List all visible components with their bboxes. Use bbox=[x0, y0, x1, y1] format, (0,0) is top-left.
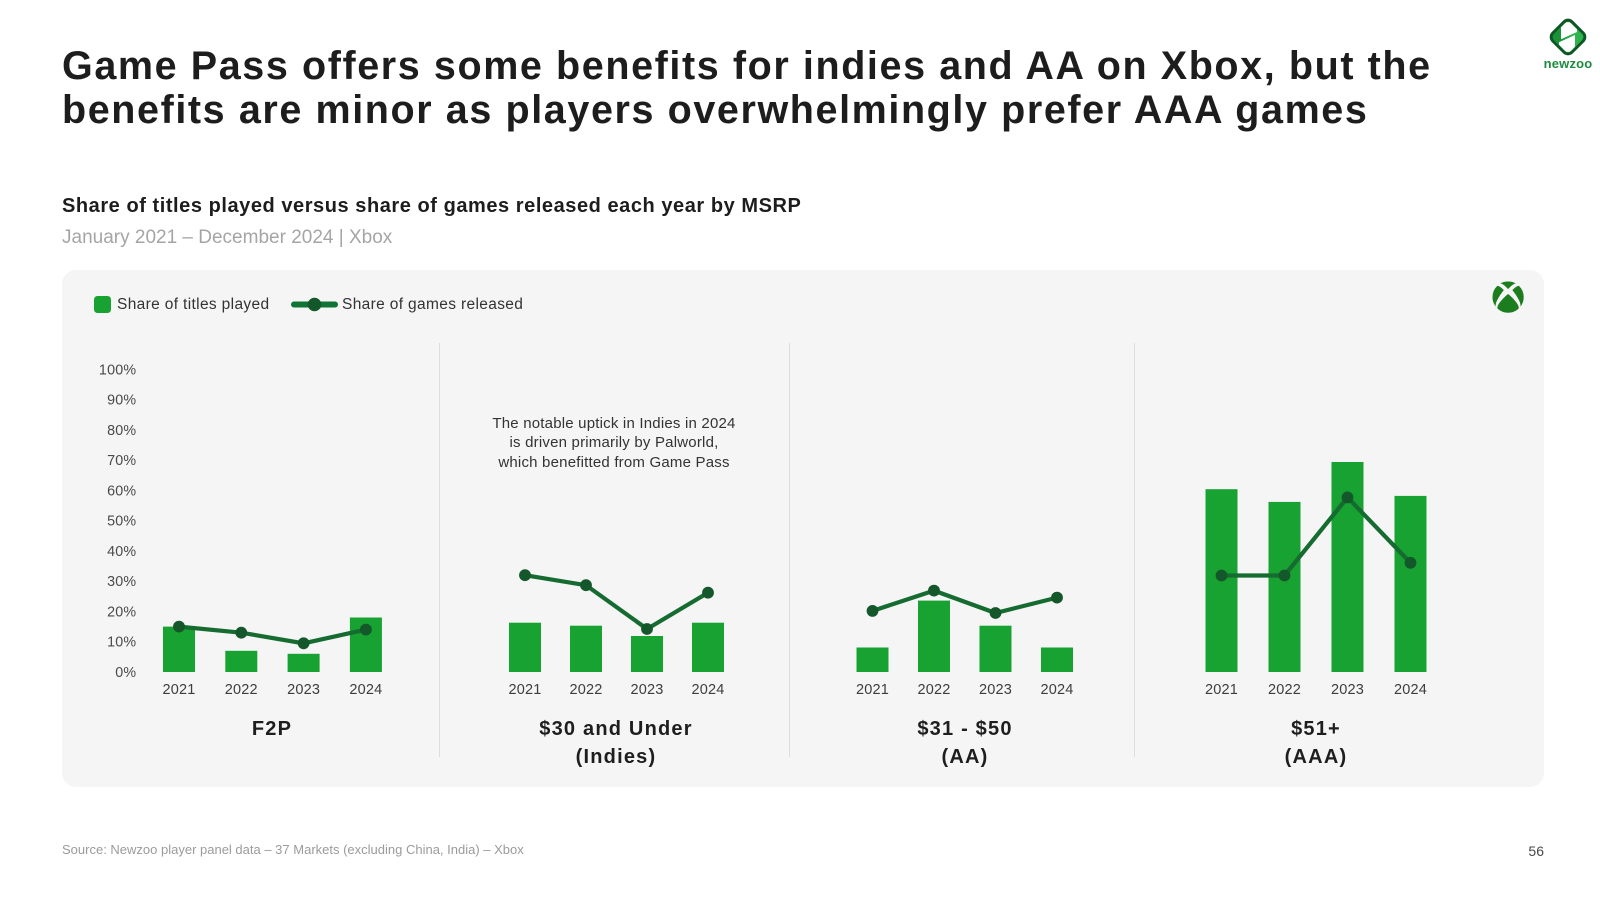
svg-text:90%: 90% bbox=[107, 393, 136, 409]
svg-text:0%: 0% bbox=[115, 665, 136, 681]
svg-text:60%: 60% bbox=[107, 483, 136, 499]
svg-text:10%: 10% bbox=[107, 635, 136, 651]
svg-text:2023: 2023 bbox=[1331, 682, 1364, 698]
svg-text:70%: 70% bbox=[107, 453, 136, 469]
svg-text:100%: 100% bbox=[99, 362, 136, 378]
svg-text:2024: 2024 bbox=[1394, 682, 1427, 698]
svg-text:2023: 2023 bbox=[630, 682, 663, 698]
svg-text:20%: 20% bbox=[107, 604, 136, 620]
svg-text:2021: 2021 bbox=[1205, 682, 1238, 698]
svg-text:50%: 50% bbox=[107, 514, 136, 530]
svg-text:80%: 80% bbox=[107, 423, 136, 439]
svg-text:newzoo: newzoo bbox=[1544, 56, 1593, 70]
svg-text:30%: 30% bbox=[107, 574, 136, 590]
svg-text:2023: 2023 bbox=[979, 682, 1012, 698]
svg-text:2024: 2024 bbox=[691, 682, 724, 698]
svg-text:2023: 2023 bbox=[287, 682, 320, 698]
svg-text:2021: 2021 bbox=[856, 682, 889, 698]
svg-text:40%: 40% bbox=[107, 544, 136, 560]
svg-text:2021: 2021 bbox=[508, 682, 541, 698]
svg-text:2022: 2022 bbox=[569, 682, 602, 698]
svg-text:2022: 2022 bbox=[225, 682, 258, 698]
svg-text:2022: 2022 bbox=[1268, 682, 1301, 698]
svg-text:2024: 2024 bbox=[349, 682, 382, 698]
svg-text:2022: 2022 bbox=[917, 682, 950, 698]
svg-text:2024: 2024 bbox=[1040, 682, 1073, 698]
svg-text:2021: 2021 bbox=[162, 682, 195, 698]
